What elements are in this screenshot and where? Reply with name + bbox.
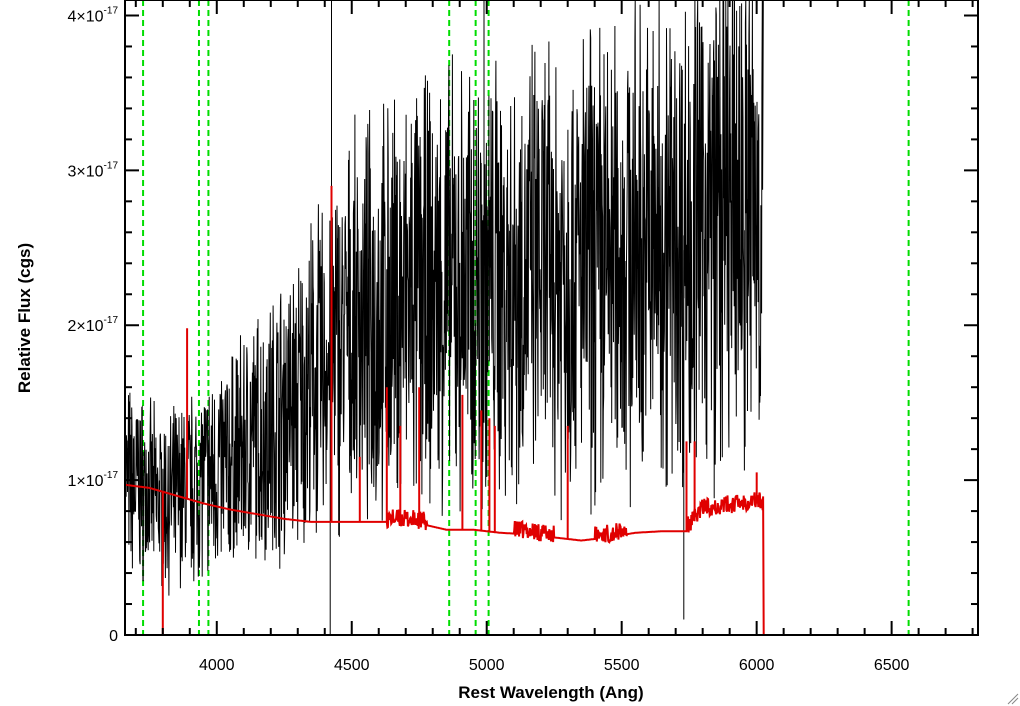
observed-spectrum-line (124, 0, 764, 635)
y-tick-label: 0 (109, 628, 118, 645)
y-tick-label: 1×10-17 (68, 470, 119, 490)
plot-frame (124, 0, 979, 636)
series-layer (124, 0, 978, 636)
x-axis-title: Rest Wavelength (Ang) (458, 683, 643, 702)
tick-labels: 4000 4500 5000 5500 6000 6500 0 1×10-17 2×10-17 3… (68, 5, 910, 674)
axis-ticks (125, 0, 978, 636)
x-tick-label: 6000 (739, 657, 775, 674)
x-tick-label: 4500 (334, 657, 370, 674)
y-tick-label: 3×10-17 (68, 160, 119, 180)
x-tick-label: 6500 (874, 657, 910, 674)
y-axis-title: Relative Flux (cgs) (15, 243, 34, 393)
x-tick-label: 5000 (469, 657, 505, 674)
model-spectrum-line (125, 185, 978, 636)
x-tick-label: 4000 (199, 657, 235, 674)
y-tick-label: 2×10-17 (68, 315, 119, 335)
x-tick-label: 5500 (604, 657, 640, 674)
resize-grip-icon (1007, 693, 1019, 705)
y-tick-label: 4×10-17 (68, 5, 119, 25)
